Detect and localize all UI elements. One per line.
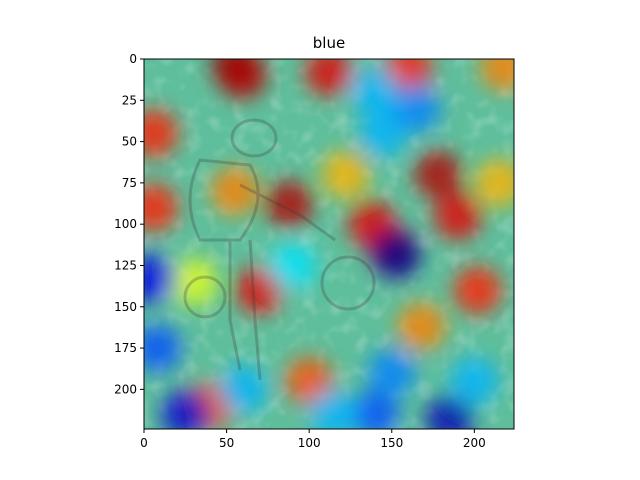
y-tick-label: 0: [129, 52, 137, 66]
heat-blob: [285, 357, 334, 406]
y-tick-label: 175: [114, 341, 137, 355]
y-axis: 0 25 50 75 100 125 150 175 200: [114, 52, 144, 396]
x-tick-label: 150: [380, 436, 403, 450]
heat-blob: [433, 191, 482, 240]
heat-blob: [414, 150, 463, 199]
heat-blob: [144, 254, 177, 303]
y-tick-label: 25: [122, 93, 137, 107]
x-tick-label: 200: [463, 436, 486, 450]
heat-blob: [305, 59, 353, 97]
heat-blob: [219, 59, 268, 100]
heat-blobs: [144, 59, 514, 429]
chart-title: blue: [313, 34, 345, 52]
heat-blob: [450, 357, 499, 406]
heat-blob: [453, 266, 502, 315]
heat-blob: [475, 158, 514, 207]
heat-blob: [359, 109, 408, 158]
heat-blob: [480, 59, 514, 92]
image-texture: [144, 59, 514, 429]
heat-blob: [161, 390, 210, 429]
x-tick-label: 0: [140, 436, 148, 450]
heat-blob: [235, 266, 284, 315]
y-tick-label: 75: [122, 176, 137, 190]
heat-blob: [210, 167, 259, 216]
y-tick-label: 50: [122, 135, 137, 149]
y-tick-label: 150: [114, 300, 137, 314]
heat-blob: [309, 390, 358, 429]
heat-blob: [169, 257, 218, 306]
heatmap-area: [144, 59, 514, 429]
heat-blob: [144, 109, 178, 158]
x-axis: 0 50 100 150 200: [140, 429, 486, 450]
heat-blob: [367, 348, 416, 397]
heat-blob: [372, 231, 421, 280]
heat-blob: [219, 365, 268, 414]
x-tick-label: 50: [219, 436, 234, 450]
photo-silhouette: [183, 118, 376, 381]
heat-blob: [268, 241, 317, 290]
heat-blob: [144, 183, 178, 232]
heat-blob: [351, 390, 400, 429]
heat-blob: [392, 84, 441, 133]
heat-blob: [321, 150, 370, 199]
heat-blob: [425, 395, 474, 429]
y-tick-label: 100: [114, 217, 137, 231]
y-tick-label: 125: [114, 258, 137, 272]
x-tick-label: 100: [298, 436, 321, 450]
y-tick-label: 200: [114, 382, 137, 396]
axes-frame: [143, 58, 515, 430]
heat-blob: [144, 324, 182, 373]
heat-blob: [265, 180, 314, 229]
heat-blob: [351, 68, 400, 117]
heat-blob: [397, 302, 446, 351]
